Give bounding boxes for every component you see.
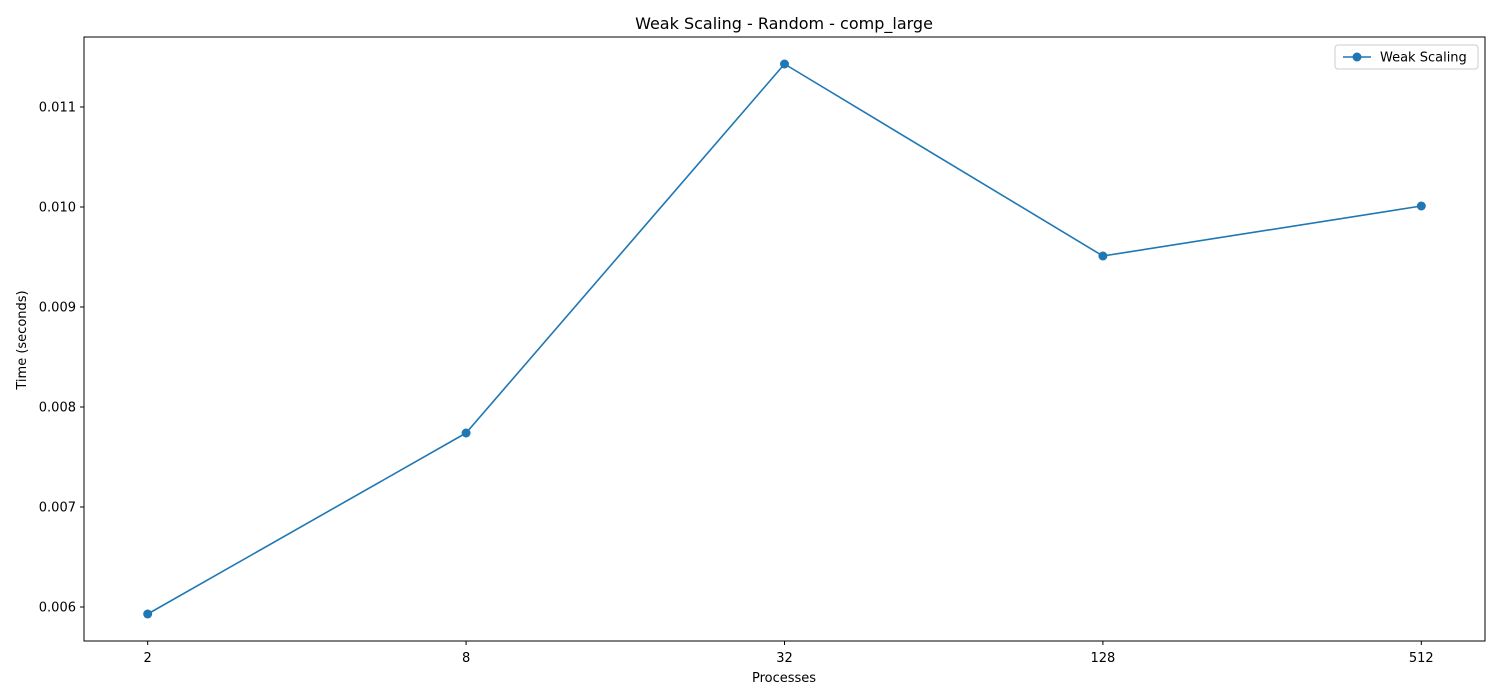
y-tick-label: 0.009: [39, 301, 76, 316]
legend: Weak Scaling: [1334, 44, 1479, 70]
y-tick-label: 0.006: [39, 601, 76, 616]
x-tick-label: 8: [462, 651, 470, 666]
y-tick-label: 0.011: [39, 101, 76, 116]
x-tick-label: 32: [776, 651, 793, 666]
x-tick-label: 128: [1090, 651, 1115, 666]
x-axis-ticks: 2 8 32 128 512: [144, 641, 1434, 666]
y-tick-label: 0.008: [39, 401, 76, 416]
chart-title: Weak Scaling - Random - comp_large: [635, 14, 933, 34]
series-layer: [143, 59, 1426, 619]
legend-box: [1334, 44, 1479, 70]
legend-label: Weak Scaling: [1380, 51, 1467, 66]
y-tick-label: 0.007: [39, 501, 76, 516]
y-axis-ticks: 0.006 0.007 0.008 0.009 0.010 0.011: [39, 101, 84, 616]
x-tick-label: 2: [144, 651, 152, 666]
y-axis-title: Time (seconds): [15, 290, 30, 390]
data-point: [780, 59, 789, 69]
legend-marker-swatch: [1352, 52, 1362, 62]
plot-frame: [83, 36, 1486, 642]
data-point: [143, 609, 153, 619]
data-point: [1098, 251, 1108, 261]
data-point: [1416, 201, 1426, 211]
x-axis-title: Processes: [752, 671, 816, 686]
x-tick-label: 512: [1409, 651, 1434, 666]
y-tick-label: 0.010: [39, 201, 76, 216]
data-point: [461, 428, 471, 438]
